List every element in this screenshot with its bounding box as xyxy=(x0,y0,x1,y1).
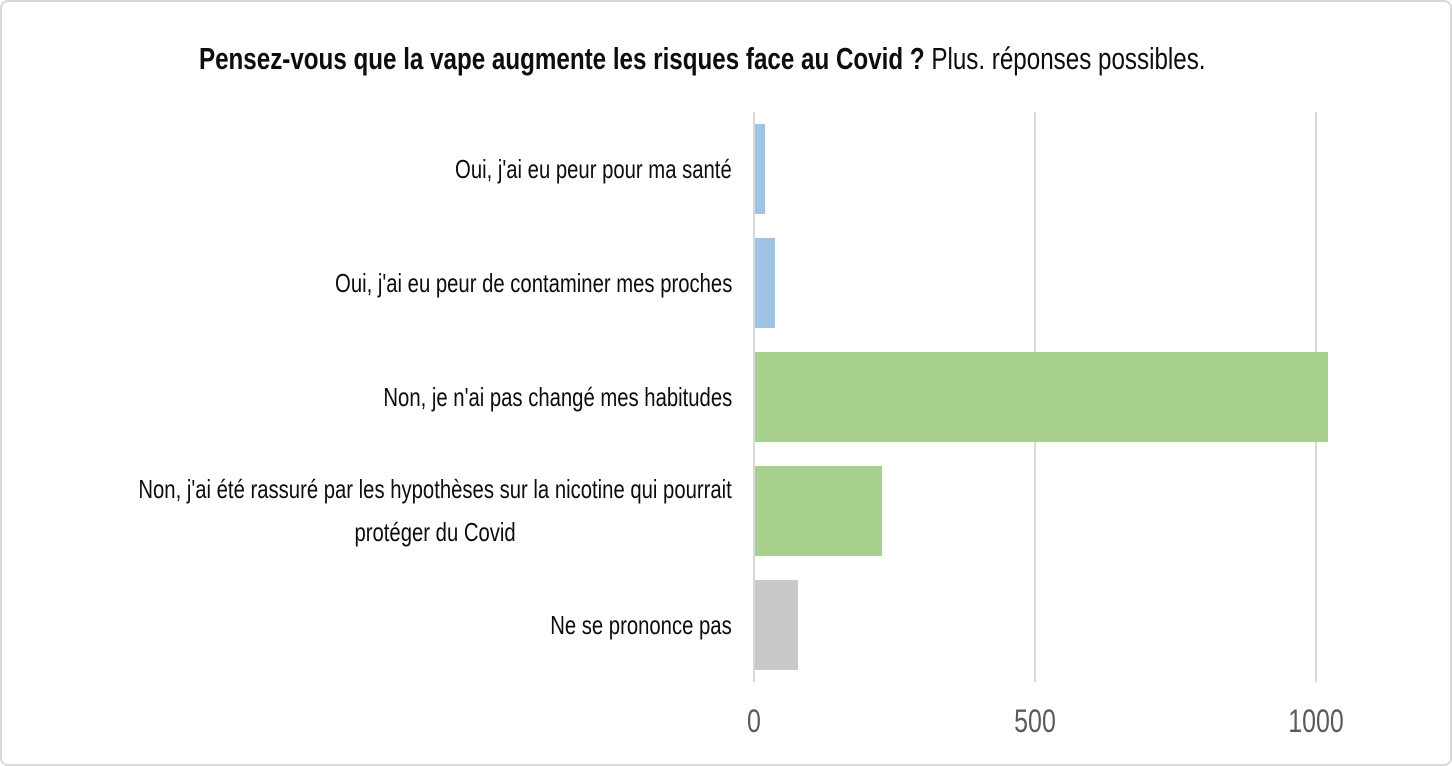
category-label-4: Non, j'ai été rassuré par les hypothèses… xyxy=(32,454,732,568)
bar-row-2: Oui, j'ai eu peur de contaminer mes proc… xyxy=(2,226,1450,340)
bar-row-4: Non, j'ai été rassuré par les hypothèses… xyxy=(2,454,1450,568)
bar-2 xyxy=(755,238,776,328)
x-tick-label-500: 500 xyxy=(1008,703,1061,740)
chart-title-text: Pensez-vous que la vape augmente les ris… xyxy=(199,40,1206,77)
chart-title: Pensez-vous que la vape augmente les ris… xyxy=(2,40,1402,77)
category-label-1: Oui, j'ai eu peur pour ma santé xyxy=(32,112,732,226)
category-label-5: Ne se prononce pas xyxy=(32,568,732,682)
chart-title-question: Pensez-vous que la vape augmente les ris… xyxy=(198,41,925,76)
category-label-text: Non, je n'ai pas changé mes habitudes xyxy=(383,381,732,412)
bar-5 xyxy=(755,580,799,670)
x-tick-label-1000: 1000 xyxy=(1280,703,1351,740)
bar-row-1: Oui, j'ai eu peur pour ma santé xyxy=(2,112,1450,226)
x-tick-text: 500 xyxy=(1014,703,1056,739)
category-label-text: Ne se prononce pas xyxy=(550,609,732,640)
bar-row-5: Ne se prononce pas xyxy=(2,568,1450,682)
category-label-text: Non, j'ai été rassuré par les hypothèses… xyxy=(138,474,732,547)
chart-title-note: Plus. réponses possibles. xyxy=(931,41,1206,76)
x-tick-text: 0 xyxy=(747,703,761,739)
category-label-text: Oui, j'ai eu peur pour ma santé xyxy=(455,153,732,184)
bar-1 xyxy=(755,124,766,214)
y-axis-line xyxy=(753,112,755,682)
category-label-3: Non, je n'ai pas changé mes habitudes xyxy=(32,340,732,454)
category-label-2: Oui, j'ai eu peur de contaminer mes proc… xyxy=(32,226,732,340)
x-tick-label-0: 0 xyxy=(745,703,763,740)
x-tick-text: 1000 xyxy=(1288,703,1344,739)
category-label-text: Oui, j'ai eu peur de contaminer mes proc… xyxy=(334,267,732,298)
bar-3 xyxy=(755,352,1329,442)
bar-4 xyxy=(755,466,882,556)
bar-row-3: Non, je n'ai pas changé mes habitudes xyxy=(2,340,1450,454)
